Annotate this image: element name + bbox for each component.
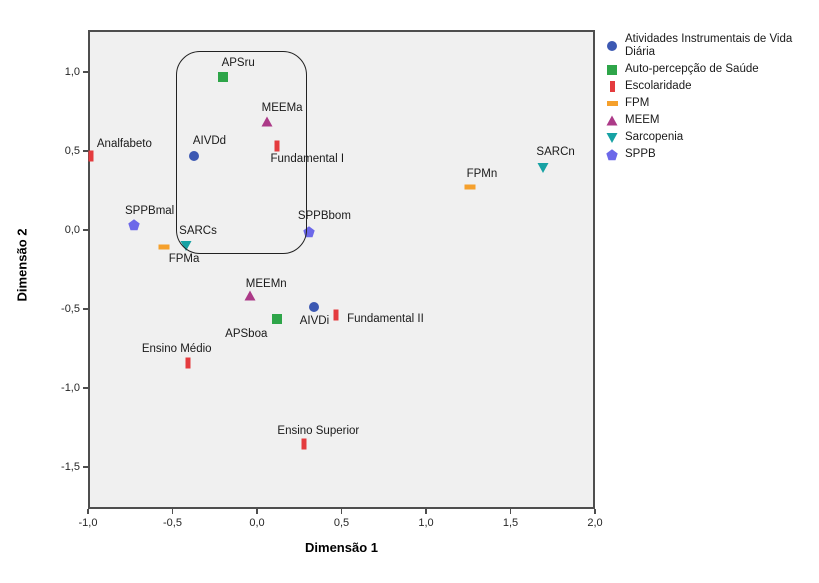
point-label-SPPBmal: SPPBmal <box>125 205 175 218</box>
legend: Atividades Instrumentais de Vida Diária A… <box>606 33 814 161</box>
x-tick-label: -0,5 <box>163 517 182 529</box>
x-tick <box>171 509 174 514</box>
data-point-MEEMn <box>244 290 256 302</box>
data-point-MEEMa <box>261 116 273 128</box>
legend-item-meem: MEEM <box>606 114 814 127</box>
hbar-legend-marker-icon <box>606 101 618 106</box>
point-label-Fundamental I: Fundamental I <box>270 153 345 166</box>
data-point-Ensino Superior <box>301 438 307 449</box>
y-tick-label: 0,5 <box>64 144 80 157</box>
hbar-marker-icon <box>464 184 476 190</box>
data-point-Fundamental II <box>333 309 339 321</box>
data-point-FPMn <box>464 184 476 190</box>
square-marker-icon <box>272 313 283 324</box>
y-axis-title: Dimensão 2 <box>14 228 30 301</box>
x-tick <box>87 509 89 514</box>
point-label-APSru: APSru <box>221 56 255 69</box>
data-point-SPPBmal <box>127 219 140 231</box>
x-tick <box>340 509 343 514</box>
circle-marker-icon <box>189 150 200 161</box>
annotation-box <box>176 50 307 254</box>
y-tick-label: -1,0 <box>61 382 80 395</box>
x-tick <box>425 509 427 514</box>
point-label-SPPBbom: SPPBbom <box>297 209 351 222</box>
y-tick <box>83 71 88 73</box>
point-label-SARCn: SARCn <box>536 146 575 159</box>
data-point-Ensino Médio <box>185 357 191 369</box>
x-tick-label: 0,0 <box>249 517 265 529</box>
point-label-Analfabeto: Analfabeto <box>96 137 152 150</box>
plot-area <box>88 30 595 509</box>
vbar-legend-marker-icon <box>606 81 618 92</box>
point-label-AIVDd: AIVDd <box>192 134 227 147</box>
point-label-APSboa: APSboa <box>225 327 268 340</box>
data-point-AIVDi <box>309 302 320 313</box>
point-label-MEEMn: MEEMn <box>245 278 287 291</box>
legend-item-escolaridade: Escolaridade <box>606 80 814 93</box>
vbar-marker-icon <box>333 309 339 321</box>
vbar-marker-icon <box>185 357 191 369</box>
y-tick-label: 0,0 <box>64 223 80 236</box>
x-tick-label: 1,0 <box>418 517 434 529</box>
vbar-marker-icon <box>274 140 280 152</box>
legend-label: MEEM <box>625 114 660 126</box>
vbar-marker-icon <box>88 150 94 162</box>
y-tick <box>83 466 88 468</box>
legend-item-fpm: FPM <box>606 97 814 110</box>
y-tick <box>83 150 88 152</box>
y-tick-label: 1,0 <box>64 65 80 78</box>
x-tick <box>509 509 512 514</box>
data-point-APSboa <box>272 313 283 324</box>
legend-item-atividades-instrumentais-de-vida-di-ria: Atividades Instrumentais de Vida Diária <box>606 33 814 59</box>
point-label-FPMn: FPMn <box>466 168 498 181</box>
triangle-up-marker-icon <box>244 290 256 301</box>
point-label-FPMa: FPMa <box>168 253 200 266</box>
point-label-Ensino Médio: Ensino Médio <box>141 342 212 355</box>
square-marker-icon <box>218 71 229 82</box>
data-point-Fundamental I <box>274 140 280 152</box>
y-tick <box>83 229 88 231</box>
x-tick-label: 1,5 <box>502 517 519 529</box>
y-tick-label: -0,5 <box>61 303 80 316</box>
triangle-up-legend-marker-icon <box>606 115 618 127</box>
x-tick-label: 2,0 <box>587 517 603 529</box>
triangle-down-legend-marker-icon <box>606 132 618 144</box>
x-tick <box>256 509 258 514</box>
y-tick <box>83 387 88 389</box>
pentagon-marker-icon <box>127 219 140 231</box>
hbar-marker-icon <box>158 244 170 250</box>
legend-label: Sarcopenia <box>625 131 684 143</box>
data-point-FPMa <box>158 244 170 250</box>
legend-label: SPPB <box>625 148 656 160</box>
point-label-Fundamental II: Fundamental II <box>347 313 424 326</box>
circle-marker-icon <box>309 302 320 313</box>
legend-item-sarcopenia: Sarcopenia <box>606 131 814 144</box>
triangle-up-marker-icon <box>261 116 273 127</box>
legend-label: Escolaridade <box>625 80 692 92</box>
triangle-down-marker-icon <box>537 163 549 174</box>
pentagon-legend-marker-icon <box>606 148 618 161</box>
legend-item-auto-percep-o-de-sa-de: Auto-percepção de Saúde <box>606 63 814 76</box>
legend-label: Atividades Instrumentais de Vida Diária <box>625 33 793 58</box>
legend-label: FPM <box>625 97 650 109</box>
point-label-Ensino Superior: Ensino Superior <box>277 424 360 437</box>
data-point-AIVDd <box>189 150 200 161</box>
square-legend-marker-icon <box>606 64 618 75</box>
y-tick <box>83 308 88 310</box>
data-point-SARCn <box>537 162 549 174</box>
circle-legend-marker-icon <box>606 41 618 51</box>
data-point-APSru <box>218 71 229 82</box>
x-tick-label: 0,5 <box>333 517 350 529</box>
y-tick-label: -1,5 <box>61 461 80 474</box>
legend-label: Auto-percepção de Saúde <box>625 63 759 75</box>
legend-item-sppb: SPPB <box>606 148 814 161</box>
point-label-AIVDi: AIVDi <box>299 315 330 328</box>
x-axis-title: Dimensão 1 <box>305 540 378 555</box>
point-label-MEEMa: MEEMa <box>261 102 303 115</box>
data-point-Analfabeto <box>88 150 94 162</box>
vbar-marker-icon <box>301 438 307 449</box>
x-tick <box>594 509 596 514</box>
x-tick-label: -1,0 <box>78 517 98 529</box>
